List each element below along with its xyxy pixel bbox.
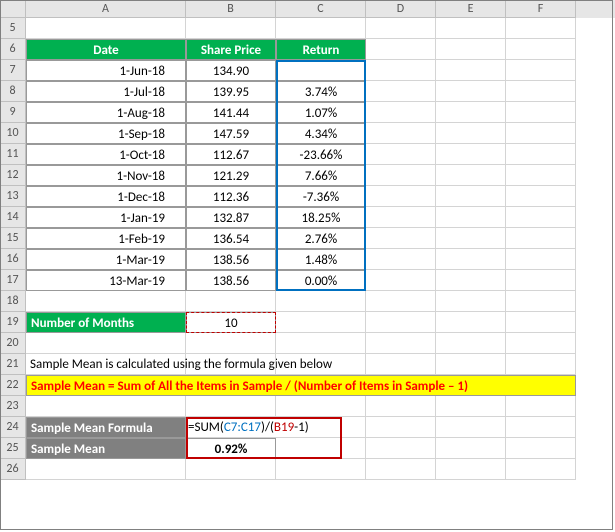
header-return[interactable]: Return <box>276 39 366 60</box>
row-header-5[interactable]: 5 <box>0 18 26 39</box>
cell-E5[interactable] <box>436 18 506 39</box>
cell-A5[interactable] <box>26 18 186 39</box>
cell-D5[interactable] <box>366 18 436 39</box>
value-sample-mean[interactable]: 0.92% <box>186 438 276 459</box>
spreadsheet-grid: A B C D E F 5 6 Date Share Price Return … <box>0 0 615 532</box>
row-header-17[interactable]: 17 <box>0 270 26 291</box>
cell-F5[interactable] <box>506 18 576 39</box>
row-header-6[interactable]: 6 <box>0 39 26 60</box>
cell-date-9[interactable]: 1-Mar-19 <box>26 249 186 270</box>
cell-return-2[interactable]: 1.07% <box>276 102 366 123</box>
row-header-16[interactable]: 16 <box>0 249 26 270</box>
row-header-23[interactable]: 23 <box>0 396 26 417</box>
row-header-12[interactable]: 12 <box>0 165 26 186</box>
cell-return-1[interactable]: 3.74% <box>276 81 366 102</box>
cell-price-3[interactable]: 147.59 <box>186 123 276 144</box>
formula-fn: SUM <box>194 420 219 435</box>
row-header-26[interactable]: 26 <box>0 459 26 480</box>
cell-return-3[interactable]: 4.34% <box>276 123 366 144</box>
cell-price-1[interactable]: 139.95 <box>186 81 276 102</box>
cell-date-7[interactable]: 1-Jan-19 <box>26 207 186 228</box>
cell-price-6[interactable]: 112.36 <box>186 186 276 207</box>
row-header-22[interactable]: 22 <box>0 375 26 396</box>
cell-return-4[interactable]: -23.66% <box>276 144 366 165</box>
row-header-21[interactable]: 21 <box>0 354 26 375</box>
select-all-corner[interactable] <box>0 0 26 18</box>
cell-date-8[interactable]: 1-Feb-19 <box>26 228 186 249</box>
formula-ref: B19 <box>274 420 294 435</box>
cell-price-4[interactable]: 112.67 <box>186 144 276 165</box>
cell-B5[interactable] <box>186 18 276 39</box>
formula-cell[interactable]: =SUM(C7:C17)/(B19-1) <box>186 417 366 438</box>
label-sample-mean[interactable]: Sample Mean <box>26 438 186 459</box>
formula-range: C7:C17 <box>224 420 261 435</box>
cell-return-6[interactable]: -7.36% <box>276 186 366 207</box>
formula-suffix: -1) <box>294 420 309 435</box>
row-header-9[interactable]: 9 <box>0 102 26 123</box>
col-header-C[interactable]: C <box>276 0 366 18</box>
col-header-A[interactable]: A <box>26 0 186 18</box>
cell-E6[interactable] <box>436 39 506 60</box>
explain-text[interactable]: Sample Mean is calculated using the form… <box>26 354 186 375</box>
col-header-F[interactable]: F <box>506 0 576 18</box>
row-header-18[interactable]: 18 <box>0 291 26 312</box>
row-header-24[interactable]: 24 <box>0 417 26 438</box>
cell-price-7[interactable]: 132.87 <box>186 207 276 228</box>
col-header-B[interactable]: B <box>186 0 276 18</box>
label-num-months[interactable]: Number of Months <box>26 312 186 333</box>
cell-return-5[interactable]: 7.66% <box>276 165 366 186</box>
cell-date-4[interactable]: 1-Oct-18 <box>26 144 186 165</box>
cell-date-3[interactable]: 1-Sep-18 <box>26 123 186 144</box>
cell-return-10[interactable]: 0.00% <box>276 270 366 291</box>
row-header-15[interactable]: 15 <box>0 228 26 249</box>
row-header-7[interactable]: 7 <box>0 60 26 81</box>
row-header-20[interactable]: 20 <box>0 333 26 354</box>
header-date[interactable]: Date <box>26 39 186 60</box>
cell-price-8[interactable]: 136.54 <box>186 228 276 249</box>
column-headers: A B C D E F <box>0 0 615 18</box>
col-header-D[interactable]: D <box>366 0 436 18</box>
cell-return-7[interactable]: 18.25% <box>276 207 366 228</box>
cell-price-5[interactable]: 121.29 <box>186 165 276 186</box>
header-share-price[interactable]: Share Price <box>186 39 276 60</box>
value-num-months[interactable]: 10 <box>186 312 276 333</box>
row-header-14[interactable]: 14 <box>0 207 26 228</box>
cell-date-10[interactable]: 13-Mar-19 <box>26 270 186 291</box>
cell-date-6[interactable]: 1-Dec-18 <box>26 186 186 207</box>
row-header-25[interactable]: 25 <box>0 438 26 459</box>
cell-price-9[interactable]: 138.56 <box>186 249 276 270</box>
cell-date-5[interactable]: 1-Nov-18 <box>26 165 186 186</box>
row-header-8[interactable]: 8 <box>0 81 26 102</box>
cell-D6[interactable] <box>366 39 436 60</box>
col-header-E[interactable]: E <box>436 0 506 18</box>
row-header-13[interactable]: 13 <box>0 186 26 207</box>
cell-price-10[interactable]: 138.56 <box>186 270 276 291</box>
cell-F6[interactable] <box>506 39 576 60</box>
cell-return-8[interactable]: 2.76% <box>276 228 366 249</box>
yellow-formula-text[interactable]: Sample Mean = Sum of All the Items in Sa… <box>26 375 576 396</box>
row-header-11[interactable]: 11 <box>0 144 26 165</box>
cell-date-0[interactable]: 1-Jun-18 <box>26 60 186 81</box>
cell-date-1[interactable]: 1-Jul-18 <box>26 81 186 102</box>
cell-return-9[interactable]: 1.48% <box>276 249 366 270</box>
formula-div: /( <box>265 420 274 435</box>
row-header-10[interactable]: 10 <box>0 123 26 144</box>
cell-price-0[interactable]: 134.90 <box>186 60 276 81</box>
row-header-19[interactable]: 19 <box>0 312 26 333</box>
cell-price-2[interactable]: 141.44 <box>186 102 276 123</box>
label-sample-mean-formula[interactable]: Sample Mean Formula <box>26 417 186 438</box>
cell-C5[interactable] <box>276 18 366 39</box>
cell-return-0[interactable] <box>276 60 366 81</box>
cell-date-2[interactable]: 1-Aug-18 <box>26 102 186 123</box>
